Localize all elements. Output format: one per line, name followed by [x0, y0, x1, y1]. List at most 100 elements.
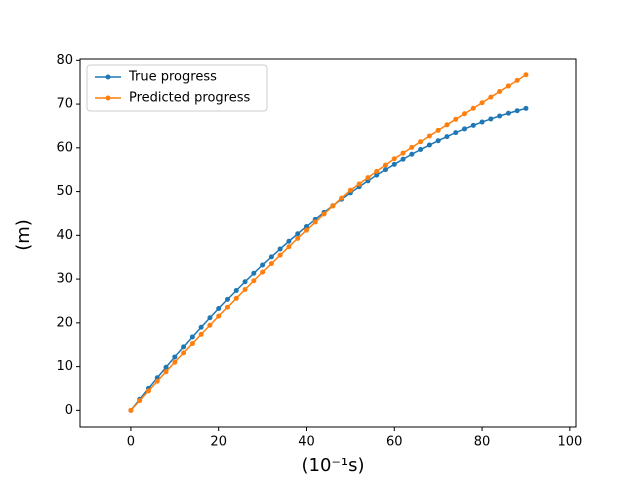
- point: [374, 168, 380, 174]
- point: [260, 269, 266, 275]
- point: [233, 295, 239, 301]
- point: [505, 83, 511, 89]
- point: [260, 262, 266, 268]
- point: [426, 133, 432, 139]
- point: [128, 407, 134, 413]
- y-tick-label: 0: [65, 403, 73, 418]
- point: [242, 279, 248, 285]
- point: [418, 147, 424, 153]
- legend-marker: [105, 95, 111, 101]
- point: [347, 187, 353, 193]
- point: [435, 138, 441, 144]
- point: [216, 305, 222, 311]
- point: [365, 175, 371, 181]
- point: [400, 150, 406, 156]
- point: [470, 122, 476, 128]
- legend-label: True progress: [128, 70, 217, 85]
- point: [391, 161, 397, 167]
- point: [198, 331, 204, 337]
- point: [330, 203, 336, 209]
- point: [163, 364, 169, 370]
- point: [207, 315, 213, 321]
- x-tick-label: 100: [557, 435, 582, 450]
- point: [400, 156, 406, 162]
- point: [312, 219, 318, 225]
- series-line: [130, 74, 527, 411]
- point: [435, 127, 441, 133]
- point: [251, 278, 257, 284]
- point: [444, 134, 450, 140]
- y-tick-label: 70: [56, 97, 73, 112]
- y-tick-label: 50: [56, 184, 73, 199]
- x-tick-label: 60: [386, 435, 403, 450]
- legend-marker: [105, 74, 111, 80]
- x-tick-label: 40: [298, 435, 315, 450]
- point: [514, 77, 520, 83]
- point: [251, 270, 257, 276]
- point: [277, 246, 283, 252]
- point: [523, 105, 529, 111]
- x-axis-label: (10⁻¹s): [301, 455, 364, 476]
- point: [356, 181, 362, 187]
- point: [224, 304, 230, 310]
- legend-label: Predicted progress: [129, 91, 251, 106]
- y-tick-label: 10: [56, 359, 73, 374]
- point: [286, 244, 292, 250]
- point: [409, 151, 415, 157]
- point: [409, 144, 415, 150]
- point: [181, 344, 187, 350]
- point: [295, 235, 301, 241]
- point: [470, 105, 476, 111]
- point: [462, 126, 468, 132]
- point: [383, 162, 389, 168]
- y-tick-label: 30: [56, 272, 73, 287]
- x-tick-label: 0: [127, 435, 135, 450]
- plot-frame: [79, 58, 577, 428]
- y-tick-label: 20: [56, 315, 73, 330]
- point: [181, 350, 187, 356]
- point: [497, 89, 503, 95]
- point: [154, 378, 160, 384]
- point: [488, 116, 494, 122]
- point: [479, 119, 485, 125]
- point: [216, 313, 222, 319]
- point: [268, 254, 274, 260]
- y-tick-label: 60: [56, 140, 73, 155]
- point: [339, 195, 345, 201]
- point: [453, 116, 459, 122]
- point: [172, 354, 178, 360]
- y-axis-label: (m): [13, 219, 34, 251]
- point: [303, 227, 309, 233]
- point: [224, 296, 230, 302]
- point: [391, 156, 397, 162]
- point: [277, 252, 283, 258]
- point: [189, 341, 195, 347]
- point: [242, 287, 248, 293]
- x-tick-label: 80: [474, 435, 491, 450]
- point: [137, 398, 143, 404]
- legend-box: [86, 64, 268, 112]
- point: [505, 110, 511, 116]
- point: [233, 287, 239, 293]
- point: [295, 231, 301, 237]
- point: [383, 167, 389, 173]
- point: [145, 388, 151, 394]
- point: [444, 122, 450, 128]
- point: [286, 238, 292, 244]
- point: [479, 100, 485, 106]
- y-tick-label: 40: [56, 228, 73, 243]
- point: [303, 223, 309, 229]
- point: [163, 369, 169, 375]
- point: [523, 72, 529, 78]
- point: [462, 111, 468, 117]
- point: [426, 142, 432, 148]
- point: [268, 261, 274, 267]
- y-tick-label: 80: [56, 53, 73, 68]
- point: [418, 139, 424, 145]
- point: [497, 113, 503, 119]
- point: [172, 359, 178, 365]
- point: [514, 108, 520, 114]
- x-tick-label: 20: [210, 435, 227, 450]
- point: [488, 94, 494, 100]
